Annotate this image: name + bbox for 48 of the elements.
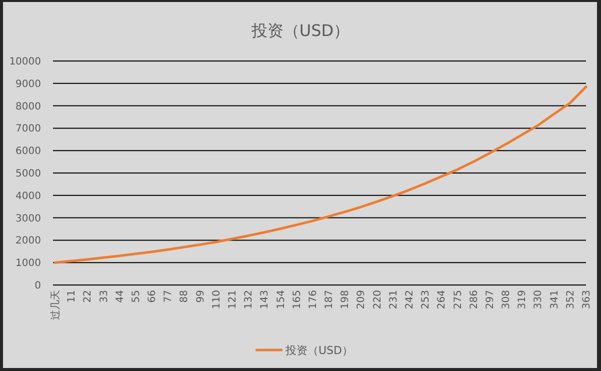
x-tick-label: 319	[517, 290, 528, 310]
x-tick-label: 33	[98, 290, 110, 303]
x-tick-label: 154	[276, 290, 287, 310]
x-tick-label: 286	[468, 290, 480, 310]
y-tick-label: 3000	[16, 213, 41, 224]
y-tick-label: 4000	[16, 190, 41, 202]
x-tick-label: 66	[147, 290, 158, 303]
chart-title: 投资（USD）	[250, 21, 350, 40]
y-tick-label: 9000	[16, 78, 41, 90]
x-tick-label: 44	[114, 290, 126, 303]
x-tick-label: 352	[565, 290, 576, 310]
x-tick-label: 143	[260, 290, 271, 310]
x-tick-label: 99	[195, 290, 206, 303]
x-tick-label: 165	[292, 290, 303, 310]
x-tick-label: 231	[388, 290, 400, 310]
x-tick-label: 77	[163, 290, 174, 303]
x-tick-label: 209	[356, 290, 368, 310]
x-tick-label: 22	[82, 290, 94, 303]
y-tick-label: 8000	[16, 101, 41, 112]
y-tick-label: 0	[34, 280, 41, 292]
x-tick-label: 55	[130, 290, 142, 303]
x-tick-label: 363	[582, 290, 592, 310]
y-tick-label: 6000	[16, 146, 41, 158]
x-tick-label: 242	[404, 290, 416, 310]
x-tick-label: 253	[420, 290, 432, 310]
x-tick-label: 88	[179, 290, 190, 303]
y-tick-label: 5000	[16, 168, 41, 180]
x-tick-label: 308	[501, 290, 512, 310]
x-tick-label: 187	[324, 290, 336, 310]
x-tick-label: 198	[340, 290, 352, 310]
x-tick-label: 121	[228, 290, 238, 310]
x-tick-label: 110	[211, 290, 222, 310]
legend-label: 投资（USD）	[284, 344, 354, 357]
x-tick-label: 176	[308, 290, 319, 310]
y-tick-label: 7000	[16, 124, 41, 135]
x-tick-label: 330	[533, 290, 544, 310]
x-tick-label: 132	[244, 290, 255, 310]
line-series	[54, 86, 588, 264]
x-tick-label: 11	[66, 290, 78, 303]
x-tick-label: 264	[436, 290, 448, 310]
x-tick-label: 275	[452, 290, 464, 310]
y-tick-label: 10000	[9, 56, 41, 68]
x-tick-label: 341	[549, 290, 560, 310]
x-tick-label: 297	[484, 290, 496, 310]
x-tick-label: 220	[372, 290, 384, 310]
x-tick-label: 过几天	[50, 290, 62, 320]
y-tick-label: 2000	[16, 236, 41, 247]
y-tick-label: 1000	[16, 258, 41, 270]
